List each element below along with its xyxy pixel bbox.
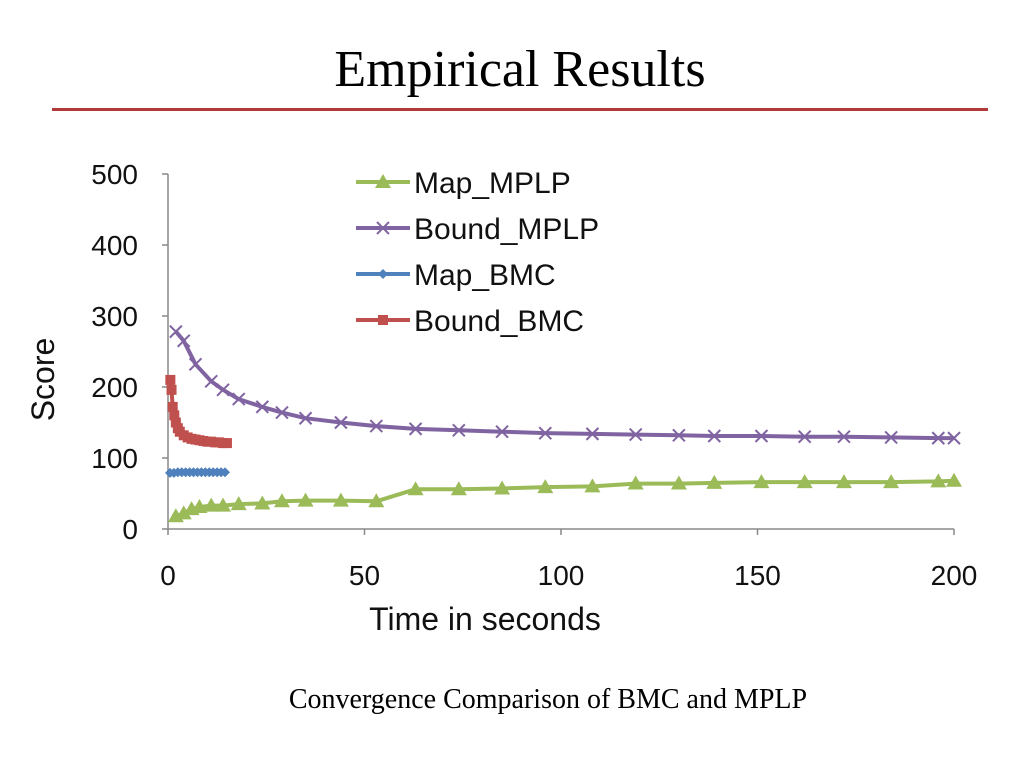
data-point xyxy=(754,429,769,443)
data-point xyxy=(334,415,348,430)
x-tick-label: 150 xyxy=(734,560,781,591)
x-tick-label: 0 xyxy=(160,560,176,591)
series-map-bmc xyxy=(164,467,230,478)
series-map-mplp xyxy=(167,472,962,523)
data-point xyxy=(221,438,232,449)
title-rule xyxy=(52,108,988,111)
data-point xyxy=(452,423,466,438)
data-point xyxy=(931,431,945,445)
y-tick-label: 300 xyxy=(91,301,138,332)
data-point xyxy=(165,374,176,385)
y-tick-label: 100 xyxy=(91,443,138,474)
data-point xyxy=(930,473,947,488)
figure-caption: Convergence Comparison of BMC and MPLP xyxy=(288,684,808,715)
legend-item: Bound_BMC xyxy=(356,305,584,338)
data-point xyxy=(585,427,600,441)
data-point xyxy=(837,429,851,444)
data-point xyxy=(191,498,208,513)
chart-legend: Map_MPLP Bound_MPLP Map_BMC Bound_BMC xyxy=(356,167,599,338)
series-line xyxy=(174,330,954,441)
series-bound-mplp xyxy=(169,324,961,445)
data-point xyxy=(188,357,203,371)
data-point xyxy=(203,497,220,512)
data-point xyxy=(946,472,962,487)
data-point xyxy=(230,496,247,511)
data-point xyxy=(797,429,812,444)
data-point xyxy=(707,429,721,443)
data-point xyxy=(408,422,423,436)
data-point xyxy=(177,334,191,348)
slide-title: Empirical Results xyxy=(334,41,706,98)
data-point xyxy=(273,493,290,508)
x-tick-label: 50 xyxy=(349,560,380,591)
legend-label: Map_BMC xyxy=(414,259,556,292)
data-point xyxy=(796,474,813,489)
y-axis-title: Score xyxy=(25,338,61,422)
data-point xyxy=(883,474,900,489)
legend-marker xyxy=(378,315,388,325)
convergence-chart: 0 100 200 300 400 500 0 50 100 150 200 Time in seco… xyxy=(25,159,977,637)
data-point xyxy=(537,479,554,494)
x-axis-title: Time in seconds xyxy=(369,601,601,637)
legend-label: Map_MPLP xyxy=(414,167,571,200)
data-point xyxy=(753,474,770,489)
y-tick-label: 0 xyxy=(122,514,138,545)
legend-label: Bound_MPLP xyxy=(414,213,599,246)
legend-item: Map_BMC xyxy=(356,259,556,292)
data-point xyxy=(627,475,644,490)
data-point xyxy=(297,492,314,507)
data-point xyxy=(298,411,313,425)
legend-label: Bound_BMC xyxy=(414,305,584,338)
legend-item: Bound_MPLP xyxy=(356,213,599,246)
legend-marker xyxy=(376,221,390,235)
data-point xyxy=(232,392,246,406)
data-point xyxy=(495,425,509,439)
data-point xyxy=(219,467,230,478)
data-point xyxy=(332,492,349,507)
y-tick-label: 500 xyxy=(91,159,138,190)
y-tick-label: 200 xyxy=(91,372,138,403)
data-point xyxy=(584,478,601,493)
series-bound-bmc xyxy=(165,374,232,449)
chart-series xyxy=(164,324,962,523)
data-point xyxy=(494,480,511,495)
data-point xyxy=(450,481,467,496)
data-point xyxy=(169,410,180,421)
data-point xyxy=(216,383,230,397)
y-tick-label: 400 xyxy=(91,230,138,261)
x-tick-label: 200 xyxy=(931,560,978,591)
x-tick-label: 100 xyxy=(538,560,585,591)
data-point xyxy=(368,493,385,508)
data-point xyxy=(255,400,270,414)
data-point xyxy=(254,495,271,510)
data-point xyxy=(628,427,643,442)
data-point xyxy=(170,417,181,428)
data-point xyxy=(369,419,383,433)
data-point xyxy=(204,374,218,389)
data-point xyxy=(175,505,192,520)
data-point xyxy=(167,401,178,412)
data-point xyxy=(407,481,424,496)
data-point xyxy=(706,474,723,489)
data-point xyxy=(884,430,898,445)
data-point xyxy=(275,405,289,420)
legend-marker xyxy=(375,174,391,188)
data-point xyxy=(166,384,177,395)
legend-item: Map_MPLP xyxy=(356,167,571,200)
data-point xyxy=(672,428,686,442)
legend-marker xyxy=(378,269,388,279)
data-point xyxy=(538,426,552,440)
data-point xyxy=(835,474,852,489)
data-point xyxy=(947,431,961,445)
data-point xyxy=(670,475,687,490)
chart-axes: 0 100 200 300 400 500 0 50 100 150 200 Time in seco… xyxy=(25,159,977,637)
data-point xyxy=(215,497,232,512)
